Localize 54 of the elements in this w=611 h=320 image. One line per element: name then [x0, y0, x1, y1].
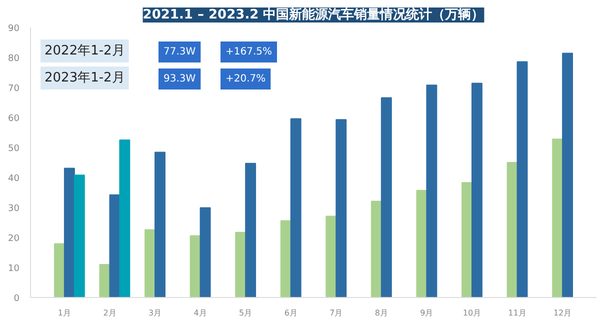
- y-tick-label: 80: [8, 54, 20, 64]
- bar: [370, 200, 382, 298]
- bar: [245, 162, 256, 298]
- x-tick-label: 5月: [239, 308, 252, 318]
- bar: [516, 61, 528, 298]
- x-tick-label: 10月: [462, 308, 482, 318]
- bar: [562, 52, 573, 298]
- bar: [119, 140, 130, 298]
- bar: [144, 229, 156, 298]
- x-tick-label: 7月: [330, 308, 343, 318]
- annotation: +20.7%: [226, 74, 266, 84]
- bar: [74, 174, 85, 298]
- annotation: 2022年1-2月: [44, 44, 125, 58]
- x-tick-label: 2月: [103, 308, 116, 318]
- bar: [64, 168, 75, 298]
- bar: [290, 118, 302, 298]
- bar: [200, 207, 211, 298]
- x-tick-label: 3月: [148, 308, 162, 318]
- x-tick-label: 11月: [508, 308, 526, 318]
- bar: [552, 138, 564, 298]
- bar: [54, 243, 65, 298]
- y-tick-label: 90: [8, 24, 20, 34]
- x-tick-label: 6月: [284, 308, 298, 318]
- bar: [380, 97, 392, 298]
- bar: [154, 152, 166, 298]
- y-tick-label: 10: [8, 264, 20, 274]
- annotation: 2023年1-2月: [44, 70, 125, 86]
- bar: [109, 194, 120, 298]
- x-tick-label: 8月: [374, 308, 388, 318]
- annotation: +167.5%: [226, 46, 272, 58]
- y-tick-label: 70: [8, 84, 20, 94]
- x-tick-label: 4月: [194, 308, 207, 318]
- bar: [471, 82, 482, 298]
- bar: [326, 216, 337, 298]
- bar: [426, 84, 438, 298]
- bar: [416, 190, 428, 298]
- y-tick-label: 60: [8, 114, 20, 124]
- bar: [506, 162, 518, 298]
- y-tick-label: 50: [8, 144, 20, 154]
- bar: [190, 235, 201, 298]
- bar: [235, 232, 246, 298]
- y-tick-label: 40: [8, 174, 20, 184]
- bar: [280, 220, 292, 298]
- y-tick-label: 20: [8, 234, 20, 244]
- y-tick-label: 30: [8, 204, 20, 214]
- annotation: 77.3W: [164, 46, 196, 58]
- y-tick-label: 0: [14, 294, 20, 304]
- x-tick-label: 12月: [553, 308, 572, 318]
- x-tick-label: 1月: [58, 308, 72, 318]
- bar: [462, 182, 472, 298]
- annotation: 93.3W: [164, 74, 196, 84]
- x-tick-label: 9月: [420, 308, 434, 318]
- bar: [336, 119, 347, 298]
- chart-title: 2021.1 – 2023.2 中国新能源汽车销量情况统计（万辆）: [142, 6, 484, 22]
